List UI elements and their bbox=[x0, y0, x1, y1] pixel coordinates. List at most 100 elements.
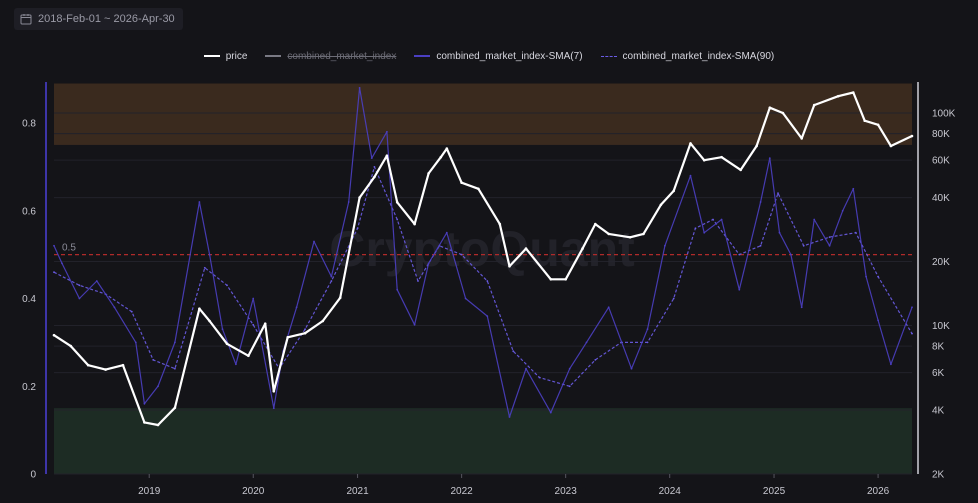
series-point bbox=[86, 363, 90, 367]
series-point bbox=[53, 244, 55, 247]
series-point bbox=[738, 288, 741, 291]
series-point bbox=[413, 222, 416, 226]
x-tick-label: 2020 bbox=[242, 486, 265, 497]
series-point bbox=[203, 266, 206, 269]
series-point bbox=[703, 231, 706, 234]
series-point bbox=[272, 407, 275, 410]
series-point bbox=[143, 421, 146, 424]
series-point bbox=[642, 232, 645, 236]
series-point bbox=[800, 137, 803, 140]
series-point bbox=[208, 253, 211, 256]
legend-item[interactable]: combined_market_index bbox=[265, 48, 396, 64]
series-point bbox=[263, 322, 267, 326]
series-point bbox=[373, 166, 376, 168]
series-point bbox=[198, 307, 201, 311]
series-point bbox=[445, 231, 448, 234]
y-left-tick-label: 0.2 bbox=[22, 382, 36, 393]
series-point bbox=[802, 244, 805, 247]
series-point bbox=[113, 306, 116, 309]
series-point bbox=[672, 189, 675, 193]
series-point bbox=[759, 244, 762, 247]
calendar-icon bbox=[20, 13, 32, 25]
series-point bbox=[594, 359, 597, 361]
series-point bbox=[607, 232, 610, 236]
series-point bbox=[720, 218, 723, 221]
series-point bbox=[712, 218, 714, 221]
y-right-tick-label: 6K bbox=[932, 368, 945, 379]
legend-item[interactable]: price bbox=[203, 48, 248, 64]
series-point bbox=[863, 119, 866, 122]
series-point bbox=[477, 187, 480, 191]
series-line bbox=[53, 166, 913, 387]
series-point bbox=[828, 236, 831, 239]
series-point bbox=[549, 278, 553, 281]
y-right-tick-label: 40K bbox=[932, 193, 950, 204]
series-point bbox=[460, 181, 463, 184]
series-point bbox=[659, 203, 663, 207]
series-point bbox=[226, 284, 228, 287]
legend-item[interactable]: combined_market_index-SMA(90) bbox=[600, 48, 774, 64]
y-left-tick-label: 0 bbox=[30, 470, 36, 481]
series-point bbox=[828, 244, 831, 247]
series-point bbox=[594, 222, 597, 226]
series-point bbox=[646, 341, 649, 344]
series-point bbox=[800, 306, 803, 309]
series-point bbox=[672, 297, 675, 300]
x-tick-label: 2025 bbox=[763, 486, 786, 497]
series-point bbox=[777, 192, 779, 195]
series-point bbox=[781, 111, 785, 115]
watermark: CryptoQuant bbox=[329, 221, 635, 277]
x-tick-label: 2023 bbox=[555, 486, 578, 497]
series-point bbox=[865, 275, 867, 278]
series-point bbox=[486, 280, 489, 282]
series-point bbox=[768, 157, 771, 160]
series-point bbox=[53, 271, 55, 274]
series-point bbox=[460, 253, 463, 256]
series-point bbox=[628, 236, 632, 239]
series-point bbox=[512, 350, 515, 352]
series-point bbox=[854, 231, 857, 234]
series-point bbox=[338, 296, 342, 300]
series-point bbox=[78, 284, 81, 287]
y-left-tick-label: 0.4 bbox=[22, 294, 36, 305]
series-point bbox=[321, 319, 325, 323]
series-point bbox=[524, 247, 528, 250]
series-point bbox=[790, 253, 792, 256]
series-point bbox=[439, 155, 443, 159]
series-point bbox=[568, 367, 571, 370]
series-point bbox=[890, 363, 892, 366]
y-right-tick-label: 8K bbox=[932, 342, 945, 353]
series-point bbox=[581, 247, 584, 250]
y-right-tick-label: 100K bbox=[932, 109, 956, 120]
series-point bbox=[286, 336, 290, 339]
series-point bbox=[549, 411, 552, 414]
series-point bbox=[208, 319, 211, 323]
series-point bbox=[385, 154, 389, 157]
zone-band bbox=[54, 83, 912, 145]
series-point bbox=[568, 385, 571, 388]
legend-swatch bbox=[600, 55, 617, 57]
series-point bbox=[69, 344, 73, 348]
series-point bbox=[347, 201, 350, 203]
series-point bbox=[911, 306, 913, 309]
series-point bbox=[911, 332, 913, 335]
series-point bbox=[445, 147, 449, 150]
date-range-picker[interactable]: 2018-Feb-01 ~ 2026-Apr-30 bbox=[14, 8, 183, 30]
series-point bbox=[95, 280, 98, 282]
legend-label: combined_market_index-SMA(7) bbox=[436, 50, 583, 62]
legend-item[interactable]: combined_market_index-SMA(7) bbox=[414, 48, 583, 64]
series-point bbox=[564, 278, 567, 281]
series-point bbox=[304, 328, 306, 331]
series-point bbox=[664, 244, 666, 247]
y-right-tick-label: 10K bbox=[932, 321, 950, 332]
series-point bbox=[646, 328, 649, 331]
y-right-tick-label: 60K bbox=[932, 156, 950, 167]
legend-label: price bbox=[225, 50, 248, 62]
series-point bbox=[247, 354, 250, 358]
zone-band bbox=[54, 408, 912, 474]
y-right-tick-label: 20K bbox=[932, 257, 950, 268]
series-point bbox=[689, 142, 692, 145]
series-point bbox=[303, 331, 307, 335]
series-point bbox=[104, 368, 107, 371]
series-point bbox=[836, 94, 840, 98]
